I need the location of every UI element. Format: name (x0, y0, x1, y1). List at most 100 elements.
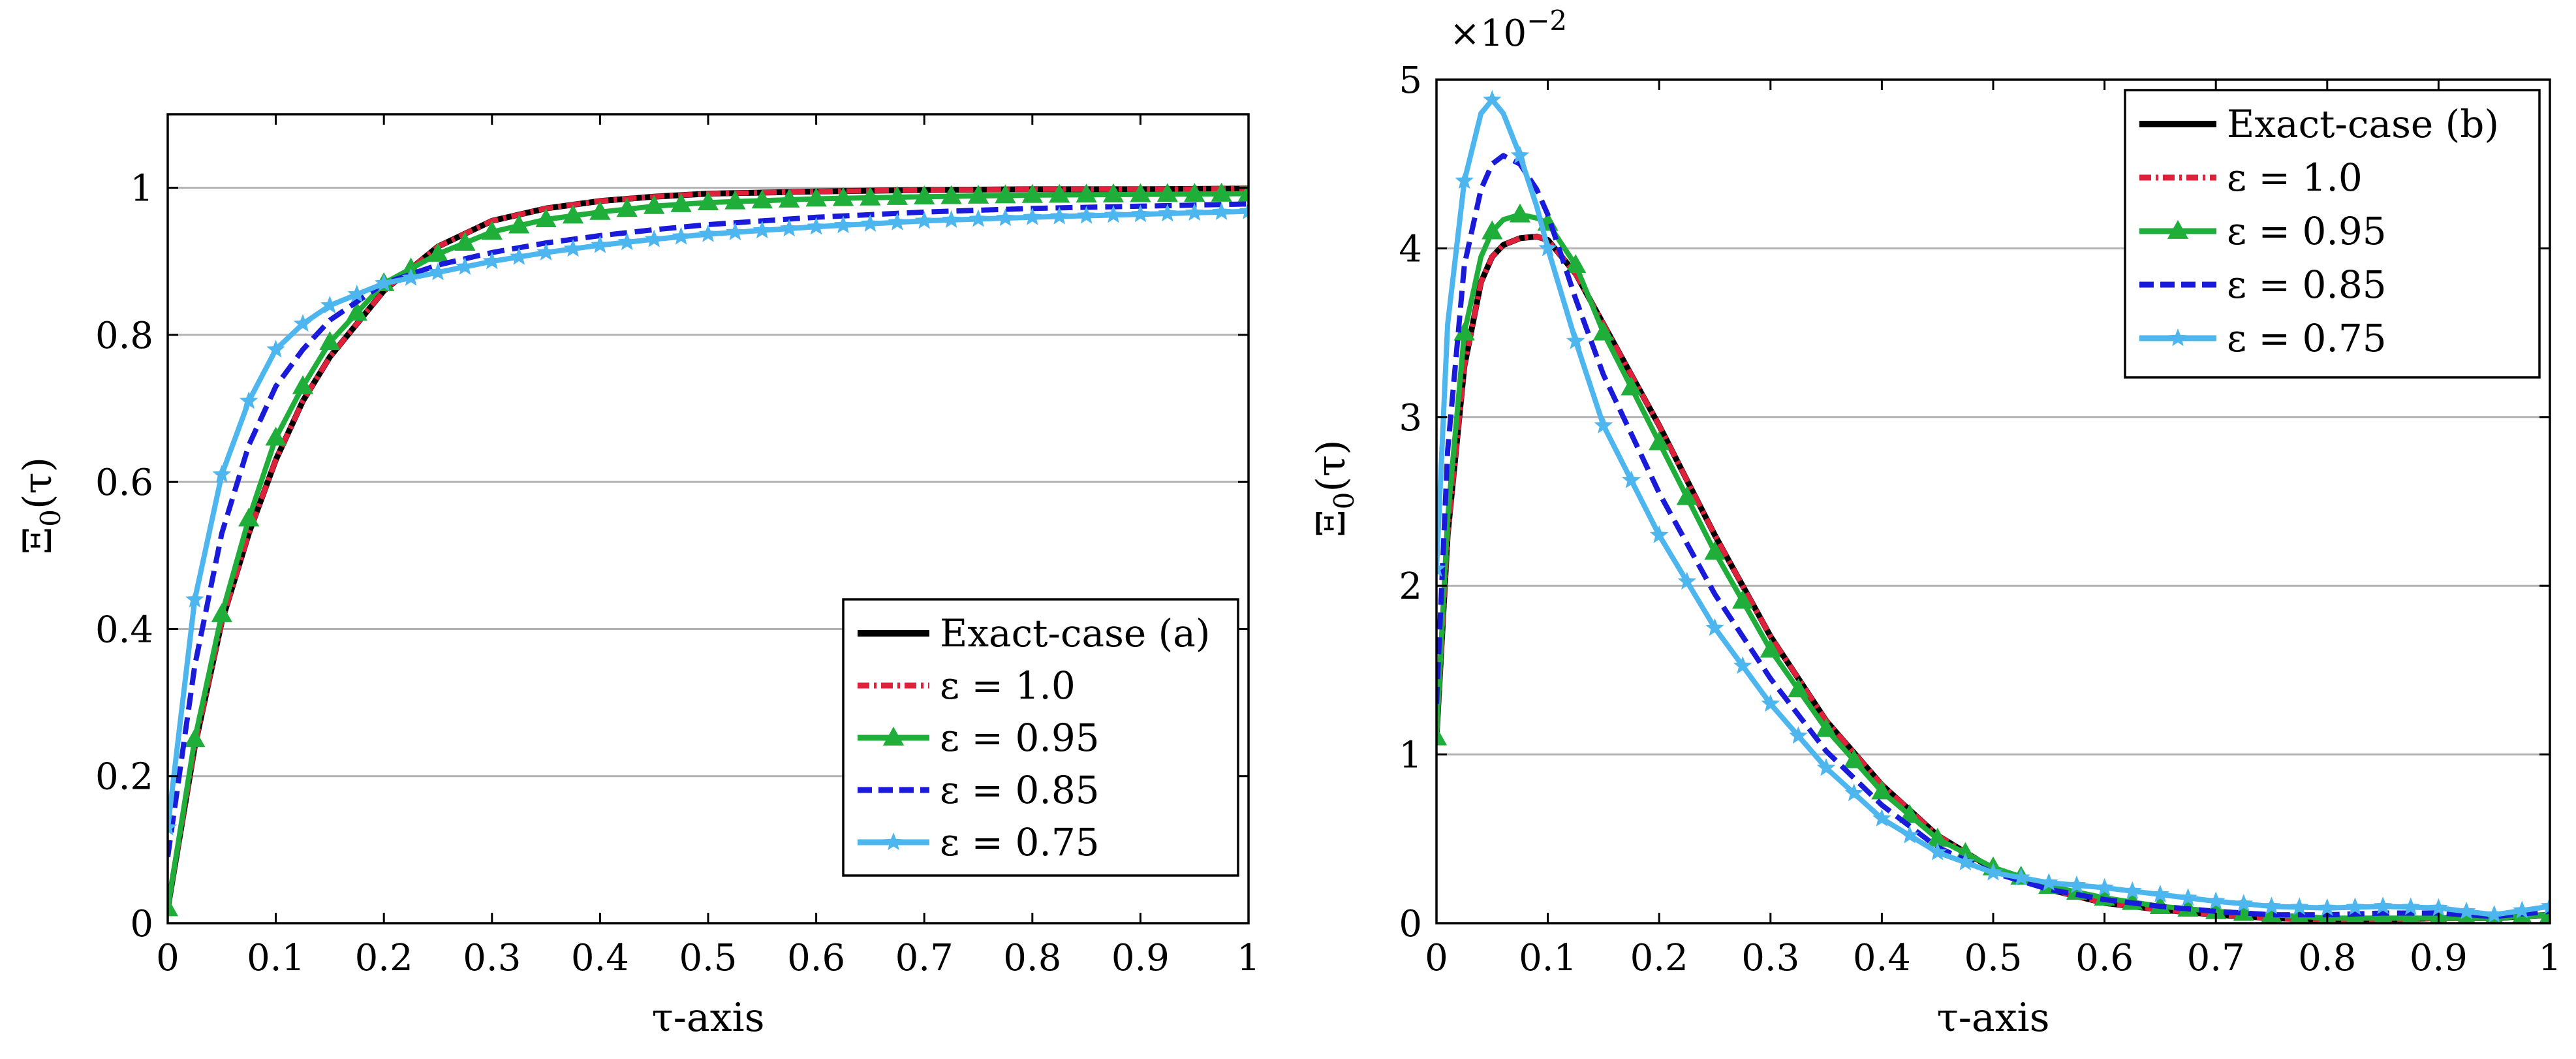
series-marker (1566, 331, 1585, 349)
series-marker (1076, 183, 1097, 203)
series-marker (2067, 875, 2087, 893)
y-tick-label: 2 (1399, 565, 1422, 608)
x-tick-label: 0.1 (1519, 937, 1577, 979)
series-marker (2123, 881, 2142, 899)
legend-label: Exact-case (b) (2227, 102, 2499, 146)
series-marker (1104, 205, 1123, 223)
series-marker (779, 188, 800, 208)
series-marker (168, 897, 179, 917)
series-marker (995, 184, 1016, 204)
series-marker (1732, 590, 1754, 609)
series-marker (292, 375, 314, 394)
series-b-4 (1436, 90, 2550, 923)
series-marker (1239, 201, 1249, 219)
series-marker (1928, 842, 1947, 861)
series-marker (562, 204, 584, 224)
series-marker (374, 274, 394, 292)
series-marker (2234, 894, 2254, 912)
x-tick-label: 0.9 (2410, 937, 2468, 979)
series-marker (1131, 204, 1150, 223)
series-marker (2262, 896, 2281, 915)
series-marker (563, 239, 583, 257)
chart-panel-b: 0 0.1 0.2 0.3 0.4 0.5 0.6 0.7 0.8 0.9 1 0 1 2 3 4 5 τ-axi… (1309, 5, 2562, 1041)
series-marker (726, 222, 745, 240)
series-marker (2261, 904, 2282, 923)
series-marker (1872, 808, 1891, 827)
series-marker (535, 208, 557, 227)
series-marker (969, 209, 988, 227)
series-marker (1077, 206, 1096, 224)
series-marker (589, 200, 611, 220)
series-marker (779, 219, 799, 237)
series-marker (1212, 202, 1231, 220)
series-marker (591, 235, 610, 253)
series-marker (2205, 900, 2227, 919)
legend-label: ε = 0.95 (940, 716, 1100, 760)
series-marker (805, 187, 827, 207)
series-marker (1956, 853, 1975, 871)
series-marker (1733, 656, 1752, 674)
series-marker (1049, 183, 1070, 203)
series-a-2 (168, 182, 1249, 917)
x-tick-label: 1 (1237, 937, 1260, 979)
y-tick-label: 1 (130, 168, 153, 210)
legend-label: ε = 0.85 (2227, 262, 2387, 307)
series-marker (2289, 897, 2309, 915)
series-marker (1871, 780, 1893, 800)
series-marker (509, 247, 529, 265)
x-tick-label: 0 (1425, 937, 1448, 979)
y-tick-label: 3 (1399, 397, 1422, 439)
series-line (1436, 153, 2550, 919)
series-marker (914, 185, 935, 205)
x-tick-label: 0.7 (2187, 937, 2245, 979)
y-tick-label: 0.4 (95, 609, 153, 651)
series-marker (1621, 376, 1642, 396)
legend-label: ε = 1.0 (940, 663, 1076, 708)
y-tick-label: 0.2 (95, 756, 153, 798)
series-marker (1538, 238, 1557, 257)
series-marker (184, 728, 206, 748)
x-tick-label: 0.8 (1003, 937, 1061, 979)
series-marker (456, 257, 474, 275)
y-axis-label: Ξ0(τ) (1309, 440, 1360, 537)
series-marker (481, 221, 503, 240)
series-marker (888, 212, 907, 230)
series-marker (1676, 486, 1698, 505)
x-axis-label: τ-axis (651, 995, 764, 1041)
series-marker (644, 195, 665, 214)
series-marker (1816, 758, 1836, 776)
series-marker (2540, 896, 2550, 915)
series-a-4 (168, 201, 1249, 836)
x-tick-label: 0.8 (2298, 937, 2356, 979)
series-marker (265, 426, 287, 446)
series-marker (2150, 885, 2170, 903)
series-marker (1211, 182, 1232, 202)
y-tick-label: 0.6 (95, 462, 153, 504)
series-marker (428, 262, 448, 281)
series-marker (347, 285, 367, 303)
series-marker (2429, 898, 2448, 916)
legend-label: ε = 0.85 (940, 768, 1100, 812)
series-marker (1509, 203, 1531, 223)
series-marker (1453, 321, 1475, 341)
series-marker (1843, 749, 1865, 768)
x-tick-label: 0.6 (2075, 937, 2134, 979)
x-tick-label: 0.1 (247, 937, 305, 979)
x-axis-label: τ-axis (1936, 995, 2049, 1041)
series-marker (996, 208, 1015, 227)
series-marker (1844, 783, 1863, 802)
series-marker (2206, 891, 2226, 909)
series-marker (751, 189, 773, 209)
series-marker (1705, 618, 1724, 636)
series-marker (1899, 804, 1921, 823)
series-marker (1565, 254, 1587, 274)
x-tick-label: 0.3 (1741, 937, 1799, 979)
series-marker (724, 190, 746, 210)
series-marker (185, 590, 204, 608)
series-marker (1130, 183, 1151, 202)
x-tick-label: 0.4 (571, 937, 629, 979)
series-marker (670, 193, 692, 212)
series-marker (886, 185, 908, 205)
series-marker (1900, 825, 1919, 844)
